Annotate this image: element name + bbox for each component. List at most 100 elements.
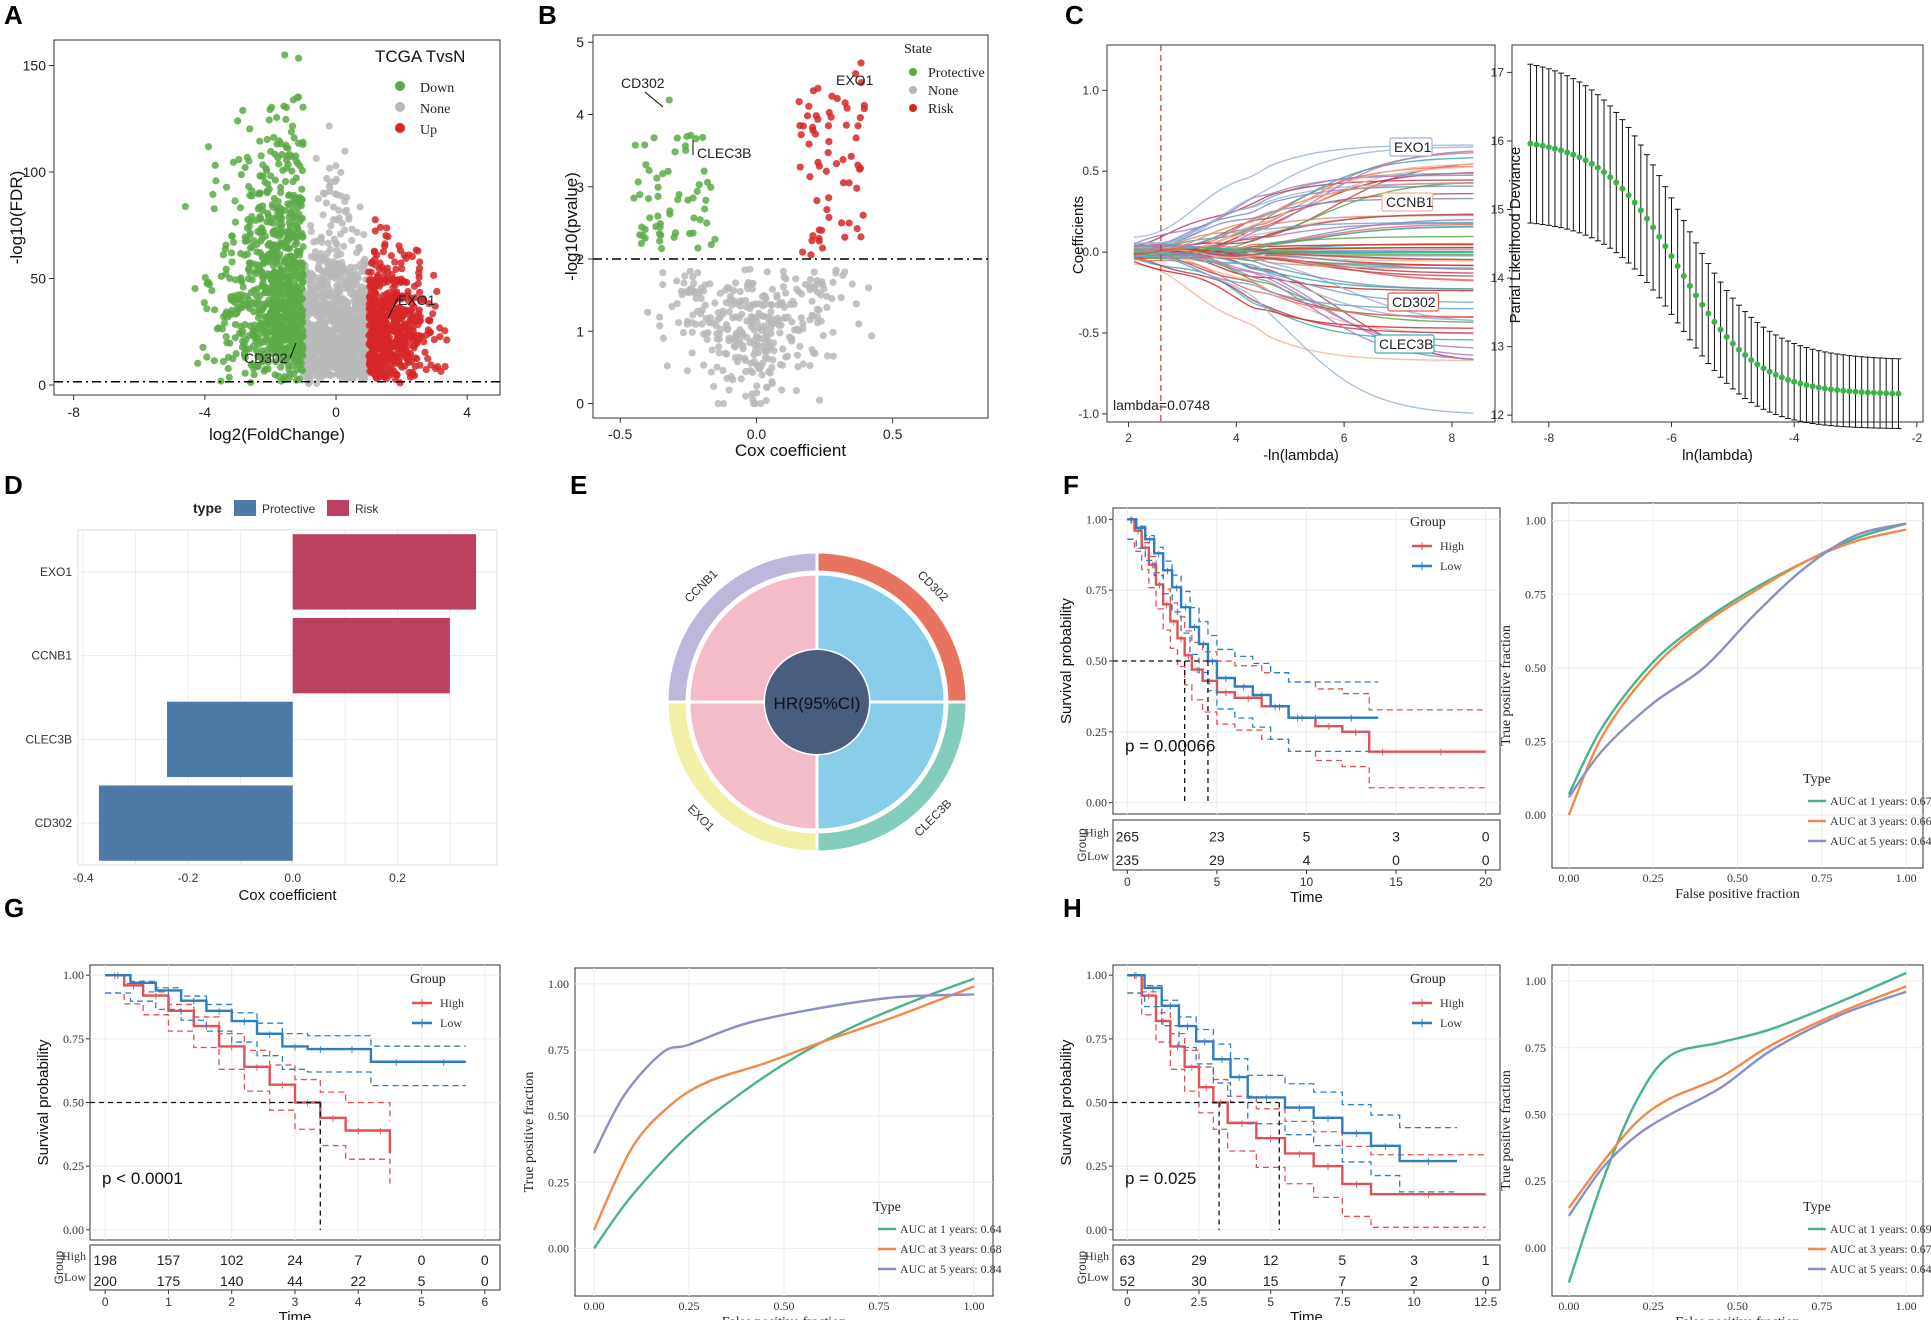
legend-label-Low: Low [1440, 1016, 1462, 1030]
censor-mark: + [1378, 746, 1387, 759]
point-down [277, 363, 285, 371]
point-up [397, 259, 405, 267]
panel-label-F: F [1063, 470, 1079, 500]
y-axis-label-G: Survival probability [35, 1039, 52, 1165]
point-none [768, 285, 777, 293]
point-up [431, 302, 439, 310]
point-risk [797, 131, 805, 139]
censor-mark: + [1193, 664, 1202, 677]
x-tick-label: 0.25 [1643, 871, 1664, 885]
point-up [373, 335, 381, 343]
censor-mark: + [1381, 1140, 1390, 1153]
x-tick-label: 1 [165, 1295, 172, 1309]
point-none [354, 274, 362, 282]
point-none [726, 292, 735, 301]
point-up [380, 315, 388, 323]
point-none [358, 375, 366, 383]
point-none [700, 287, 708, 295]
censor-mark: + [1352, 1178, 1361, 1191]
point-up [375, 341, 383, 349]
volcano-points [181, 51, 451, 388]
point-none [820, 285, 828, 293]
point-down [238, 330, 246, 338]
censor-mark: + [1221, 672, 1230, 685]
cv-point [1735, 346, 1742, 353]
censor-mark: + [227, 1040, 236, 1053]
x-tick-label: 0.50 [1727, 1299, 1748, 1313]
y-tick-label: 14 [1491, 271, 1505, 285]
censor-mark: + [1424, 1188, 1433, 1201]
point-none [761, 353, 770, 361]
point-up [382, 232, 390, 240]
point-none [762, 330, 770, 338]
point-none [692, 294, 700, 303]
y-tick-label: 0.00 [1086, 1223, 1107, 1237]
point-none [333, 240, 341, 248]
point-down [257, 152, 265, 160]
risk-count: 3 [1410, 1252, 1418, 1268]
point-none [659, 280, 667, 289]
point-down [285, 374, 293, 382]
point-down [258, 319, 266, 327]
point-up [410, 282, 419, 290]
y-tick-label: 17 [1491, 65, 1505, 79]
point-none [353, 353, 361, 361]
legend-title-G: Group [410, 972, 446, 987]
point-down [278, 301, 286, 309]
y-tick-label: 0.75 [1086, 1032, 1107, 1046]
point-down [194, 359, 202, 367]
point-none [733, 331, 741, 340]
point-down [219, 357, 228, 366]
legend-label-Down: Down [420, 81, 454, 96]
point-down [258, 234, 266, 242]
point-up [367, 358, 375, 366]
point-down [274, 198, 282, 206]
point-none [767, 342, 775, 351]
x-tick-label: 7.5 [1334, 1295, 1351, 1309]
point-protective [695, 181, 703, 189]
censor-mark: + [1145, 533, 1154, 546]
point-protective [672, 229, 680, 237]
category-label-CCNB1: CCNB1 [31, 649, 72, 663]
point-up [374, 315, 382, 323]
point-risk [824, 122, 833, 130]
point-up [397, 342, 405, 350]
pvalue-H: p = 0.025 [1125, 1169, 1196, 1188]
point-none [333, 246, 341, 255]
coef-path [1133, 248, 1474, 257]
point-protective [634, 178, 642, 186]
legend-label-Low: Low [440, 1016, 462, 1030]
legend-label-Risk: Risk [355, 502, 379, 516]
point-down [278, 239, 286, 247]
point-none [848, 280, 856, 288]
point-up [390, 315, 398, 323]
x-tick-label: 10 [1300, 875, 1314, 889]
bar-EXO1 [292, 534, 477, 610]
y-tick-label: -0.5 [1078, 326, 1099, 340]
ci-lower-High [105, 992, 391, 1184]
x-tick-label: 0.0 [284, 871, 301, 885]
censor-mark: + [392, 1056, 401, 1069]
point-down [298, 262, 306, 270]
point-protective [656, 237, 664, 245]
point-none [782, 275, 790, 283]
gene-label-box [1389, 137, 1433, 157]
annotation-line [644, 91, 664, 108]
point-down [258, 347, 267, 355]
point-risk [856, 114, 864, 122]
point-down [227, 249, 236, 257]
point-none [852, 300, 860, 308]
coef-path [1133, 260, 1474, 329]
point-risk [824, 149, 832, 157]
risk-count: 235 [1116, 852, 1140, 868]
y-tick-label: 0.00 [1525, 808, 1546, 822]
point-none [737, 375, 745, 383]
point-down [222, 183, 231, 191]
point-none [332, 175, 341, 183]
point-down [211, 306, 219, 314]
point-down [299, 103, 307, 111]
point-none [335, 206, 343, 214]
cv-point [1625, 192, 1632, 199]
point-none [675, 318, 683, 327]
y-tick-label: 0.25 [63, 1159, 84, 1173]
